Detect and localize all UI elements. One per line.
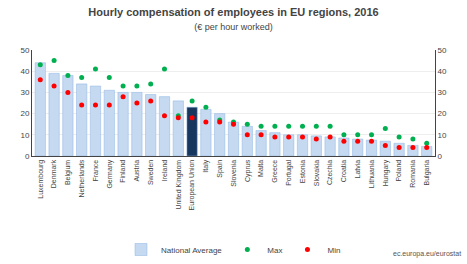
svg-text:Poland: Poland (395, 160, 402, 182)
svg-text:30: 30 (438, 88, 447, 97)
svg-text:Slovakia: Slovakia (313, 160, 320, 187)
svg-text:Croatia: Croatia (340, 160, 347, 183)
svg-text:Cyprus: Cyprus (244, 159, 252, 182)
svg-text:Bulgaria: Bulgaria (423, 160, 431, 186)
svg-text:20: 20 (20, 109, 29, 118)
svg-text:ec.europa.eu/eurostat: ec.europa.eu/eurostat (393, 250, 461, 258)
svg-text:Estonia: Estonia (299, 160, 306, 183)
svg-text:40: 40 (438, 67, 447, 76)
svg-text:0: 0 (25, 152, 30, 161)
svg-text:40: 40 (20, 67, 29, 76)
svg-text:Czechia: Czechia (326, 160, 333, 185)
svg-text:Greece: Greece (271, 160, 278, 183)
svg-text:Austria: Austria (133, 160, 140, 182)
svg-text:Slovenia: Slovenia (230, 160, 237, 187)
svg-text:30: 30 (20, 88, 29, 97)
svg-text:Finland: Finland (119, 160, 126, 183)
svg-text:Germany: Germany (106, 159, 114, 188)
svg-text:Max: Max (267, 246, 282, 255)
svg-text:Romania: Romania (409, 160, 416, 188)
svg-text:Italy: Italy (202, 159, 210, 172)
svg-text:Min: Min (327, 246, 340, 255)
svg-text:France: France (92, 160, 99, 182)
svg-text:10: 10 (20, 131, 29, 140)
svg-text:European Union: European Union (188, 160, 196, 211)
svg-text:Luxembourg: Luxembourg (37, 160, 45, 199)
svg-text:10: 10 (438, 131, 447, 140)
svg-text:Netherlands: Netherlands (78, 159, 85, 197)
svg-text:Denmark: Denmark (50, 159, 57, 188)
svg-text:20: 20 (438, 109, 447, 118)
svg-text:United Kingdom: United Kingdom (175, 160, 183, 210)
svg-text:50: 50 (20, 46, 29, 55)
svg-text:Portugal: Portugal (285, 159, 293, 186)
svg-text:Malta: Malta (257, 160, 264, 177)
svg-text:National Average: National Average (161, 246, 222, 255)
svg-text:Hungary: Hungary (382, 159, 390, 186)
svg-text:50: 50 (438, 46, 447, 55)
svg-text:0: 0 (438, 152, 443, 161)
svg-text:Spain: Spain (216, 160, 224, 178)
svg-text:Sweden: Sweden (147, 160, 154, 185)
svg-text:Belgium: Belgium (64, 160, 72, 185)
svg-text:Hourly compensation of employe: Hourly compensation of employees in EU r… (88, 6, 378, 32)
svg-text:Ireland: Ireland (161, 160, 168, 182)
svg-text:Lithuania: Lithuania (368, 160, 375, 189)
svg-text:Latvia: Latvia (354, 160, 361, 179)
